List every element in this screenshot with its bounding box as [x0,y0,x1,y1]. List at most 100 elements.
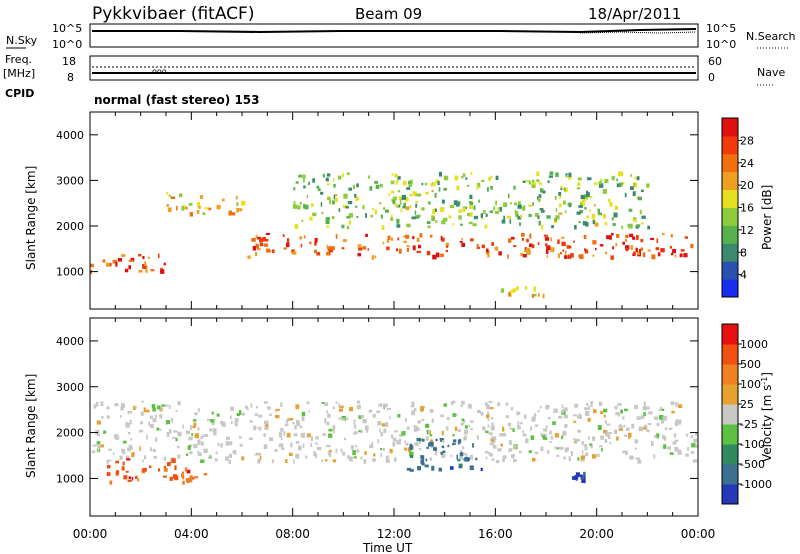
data-cell [632,217,637,222]
data-cell [622,416,625,420]
data-cell [409,469,414,472]
colorbar-swatch [722,225,738,244]
data-cell [542,293,545,299]
data-cell [392,196,397,201]
data-cell [663,436,666,440]
data-cell [608,235,612,240]
data-cell [532,416,536,421]
data-cell [431,418,434,423]
data-cell [252,246,257,251]
data-cell [580,202,582,208]
data-cell [446,426,449,431]
data-cell [446,417,450,420]
data-cell [567,202,572,206]
data-cell [517,425,521,429]
data-cell [441,430,444,436]
velocity-data-layer [91,400,698,485]
data-cell [568,172,572,177]
data-cell [577,439,581,442]
colorbar-swatch [722,424,738,445]
data-cell [148,421,150,426]
data-cell [128,476,131,479]
data-cell [374,209,377,215]
data-cell [550,247,555,253]
data-cell [587,177,592,181]
data-cell [282,234,285,237]
data-cell [330,246,335,251]
data-cell [561,236,565,239]
data-cell [561,404,564,409]
data-cell [169,429,172,434]
data-cell [561,435,564,440]
data-cell [559,446,564,450]
data-cell [417,193,422,197]
data-cell [592,220,596,225]
power-colorbar: 4 8 12 16 20 24 28 [721,117,754,298]
data-cell [301,411,306,416]
data-cell [313,451,317,457]
data-cell [411,401,415,407]
data-cell [646,183,650,188]
data-cell [190,477,195,480]
data-cell [511,236,515,240]
data-cell [440,439,443,442]
time-tick-label: 16:00 [478,527,513,541]
data-cell [473,215,478,220]
data-cell [293,187,296,191]
data-cell [365,213,367,218]
data-cell [624,408,628,412]
data-cell [212,428,217,434]
data-cell [112,259,117,264]
data-cell [509,290,514,293]
freq-panel: Freq. [MHz] 18 8 60 0 Nave ooo [3,53,785,86]
cpid-label: CPID [5,87,34,100]
data-cell [502,455,507,459]
data-cell [563,187,566,191]
data-cell [508,291,511,297]
data-cell [411,410,416,416]
data-cell [316,185,320,189]
data-cell [536,179,540,182]
data-cell [603,429,607,434]
data-cell [395,181,398,185]
data-cell [528,450,532,454]
data-cell [163,456,167,461]
data-cell [158,468,161,472]
data-cell [405,206,410,211]
data-cell [125,470,129,473]
data-cell [483,210,486,214]
data-cell [197,439,201,443]
data-cell [288,418,294,421]
data-cell [369,186,373,191]
data-cell [188,202,193,206]
data-cell [585,197,588,201]
data-cell [530,426,533,431]
data-cell [565,173,568,176]
data-cell [200,459,205,463]
data-cell [640,189,644,192]
data-cell [686,433,688,437]
data-cell [181,205,185,211]
data-cell [192,419,197,422]
data-cell [332,178,335,182]
data-cell [563,200,566,205]
data-cell [476,182,481,188]
data-cell [642,252,646,258]
data-cell [314,249,318,254]
data-cell [678,404,683,408]
data-cell [406,187,411,190]
data-cell [288,452,293,457]
data-cell [377,439,379,444]
data-cell [123,475,128,480]
time-tick-label: 12:00 [377,527,412,541]
data-cell [488,452,492,456]
data-cell [169,404,171,410]
data-cell [396,224,401,228]
data-cell [171,458,176,463]
data-cell [414,442,419,446]
y-tick-label: 3000 [56,174,84,187]
data-cell [573,240,575,243]
data-cell [522,433,527,437]
data-cell [402,180,407,186]
data-cell [484,451,489,454]
